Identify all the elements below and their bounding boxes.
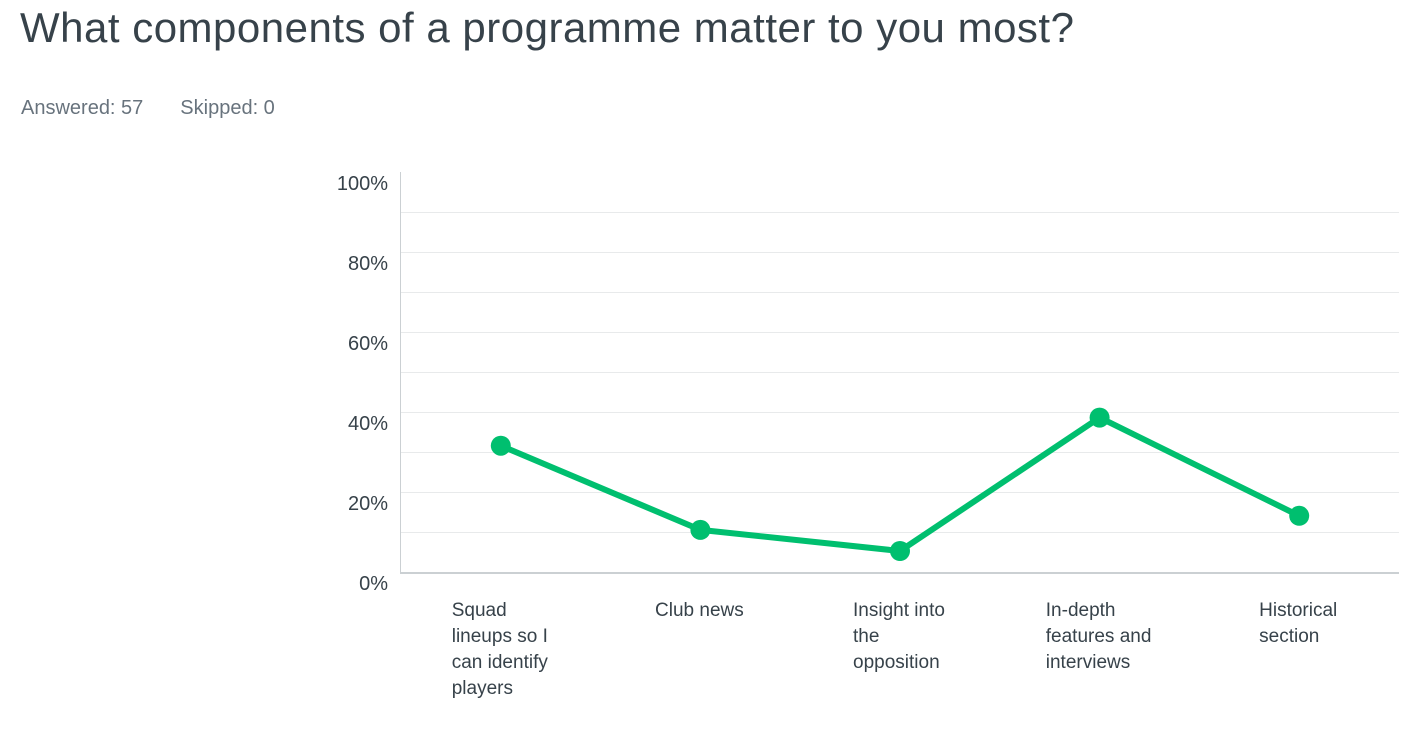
data-point-marker[interactable]: [690, 519, 711, 540]
y-axis: 100% 80% 60% 40% 20% 0%: [0, 172, 388, 594]
x-category-label-text: Historical section: [1259, 600, 1338, 647]
y-tick-label: 100%: [336, 173, 388, 195]
y-tick-label: 0%: [359, 573, 388, 595]
y-tick-label: 80%: [347, 253, 388, 275]
data-point-marker[interactable]: [1089, 407, 1110, 428]
gridline: [401, 372, 1399, 373]
data-point-marker[interactable]: [490, 435, 511, 456]
gridline: [401, 292, 1399, 293]
trend-line: [497, 414, 1303, 554]
gridline: [401, 492, 1399, 493]
answered-count: Answered: 57: [21, 97, 144, 119]
gridline: [401, 532, 1399, 533]
data-point-marker[interactable]: [890, 541, 910, 561]
y-tick-label: 60%: [347, 333, 388, 355]
x-category-label: Insight into the opposition: [799, 598, 999, 676]
response-stats: Answered: 57 Skipped: 0: [21, 97, 275, 120]
x-category-label: Historical section: [1198, 598, 1398, 650]
x-category-label-text: Club news: [655, 600, 744, 621]
x-category-label: Club news: [600, 598, 800, 624]
x-category-label-text: Insight into the opposition: [853, 600, 945, 673]
data-point-marker[interactable]: [1289, 505, 1310, 526]
gridline: [401, 212, 1399, 213]
y-tick-label: 40%: [347, 413, 388, 435]
x-axis: Squad lineups so I can identify players C…: [400, 598, 1398, 699]
plot-area: [400, 172, 1399, 574]
x-category-label-text: In-depth features and interviews: [1045, 600, 1152, 673]
gridline: [401, 412, 1399, 413]
x-category-label-text: Squad lineups so I can identify players: [451, 600, 548, 699]
y-tick-label: 20%: [347, 493, 388, 515]
skipped-count: Skipped: 0: [180, 97, 275, 119]
question-title: What components of a programme matter to…: [20, 4, 1075, 51]
line-series-svg: [490, 407, 1310, 561]
gridline: [401, 452, 1399, 453]
x-category-label: In-depth features and interviews: [999, 598, 1199, 676]
gridline: [401, 252, 1399, 253]
gridline: [401, 332, 1399, 333]
x-category-label: Squad lineups so I can identify players: [400, 598, 600, 699]
